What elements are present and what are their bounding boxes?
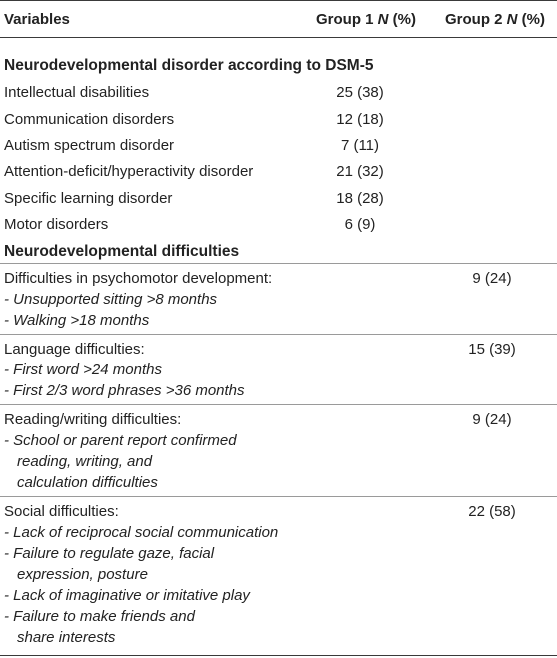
group-item: calculation difficulties [17, 474, 158, 491]
group-item: - Walking >18 months [4, 312, 150, 329]
group-g2-value: 9 (24) [472, 270, 512, 287]
group-item: expression, posture [17, 566, 148, 583]
header-group1: Group 1 N (%) [306, 10, 426, 29]
header-bottom-rule [0, 37, 557, 38]
group-g2-value: 15 (39) [468, 341, 516, 358]
group-label-language: Language difficulties: [4, 341, 145, 358]
row-label: Attention-deficit/hyperactivity disorder [4, 163, 254, 180]
group-divider [0, 334, 557, 335]
row-g1-value: 18 (28) [336, 190, 384, 207]
group-label-social: Social difficulties: [4, 503, 119, 520]
row-g1-value: 12 (18) [336, 111, 384, 128]
group-label-psychomotor: Difficulties in psychomotor development: [4, 270, 273, 287]
group-item: - Lack of reciprocal social communicatio… [4, 524, 279, 541]
header-group2-prefix: Group 2 [444, 11, 507, 28]
row-g1-value: 6 (9) [344, 216, 376, 233]
row-g1-value: 25 (38) [336, 84, 384, 101]
group-divider [0, 404, 557, 405]
row-label: Communication disorders [4, 111, 175, 128]
header-group1-suffix: (%) [388, 11, 416, 28]
group-item: - First word >24 months [4, 361, 162, 378]
row-label: Specific learning disorder [4, 190, 173, 207]
group-item: - Lack of imaginative or imitative play [4, 587, 250, 604]
header-group2-n: N [506, 11, 518, 28]
row-label: Motor disorders [4, 216, 109, 233]
header-variables: Variables [4, 11, 70, 28]
header-group2-suffix: (%) [517, 11, 545, 28]
row-g1-value: 7 (11) [340, 137, 380, 154]
group-item: reading, writing, and [17, 453, 153, 470]
section2-top-rule [0, 263, 557, 264]
header-group1-prefix: Group 1 [315, 11, 378, 28]
group-item: - First 2/3 word phrases >36 months [4, 382, 245, 399]
row-g1-value: 21 (32) [336, 163, 384, 180]
row-label: Autism spectrum disorder [4, 137, 175, 154]
group-g2-value: 9 (24) [472, 411, 512, 428]
group-item: - Failure to make friends and [4, 608, 195, 625]
group-label-reading-writing: Reading/writing difficulties: [4, 411, 182, 428]
group-item: - School or parent report confirmed [4, 432, 237, 449]
table-top-rule [0, 0, 557, 1]
group-item: share interests [17, 629, 116, 646]
header-group1-n: N [377, 11, 389, 28]
header-group2: Group 2 N (%) [430, 10, 557, 29]
section-title-dsm5: Neurodevelopmental disorder according to… [4, 57, 374, 74]
group-item: - Unsupported sitting >8 months [4, 291, 218, 308]
section-title-difficulties: Neurodevelopmental difficulties [4, 243, 240, 260]
group-g2-value: 22 (58) [468, 503, 516, 520]
row-label: Intellectual disabilities [4, 84, 150, 101]
table-bottom-rule [0, 655, 557, 656]
group-divider [0, 496, 557, 497]
group-item: - Failure to regulate gaze, facial [4, 545, 215, 562]
